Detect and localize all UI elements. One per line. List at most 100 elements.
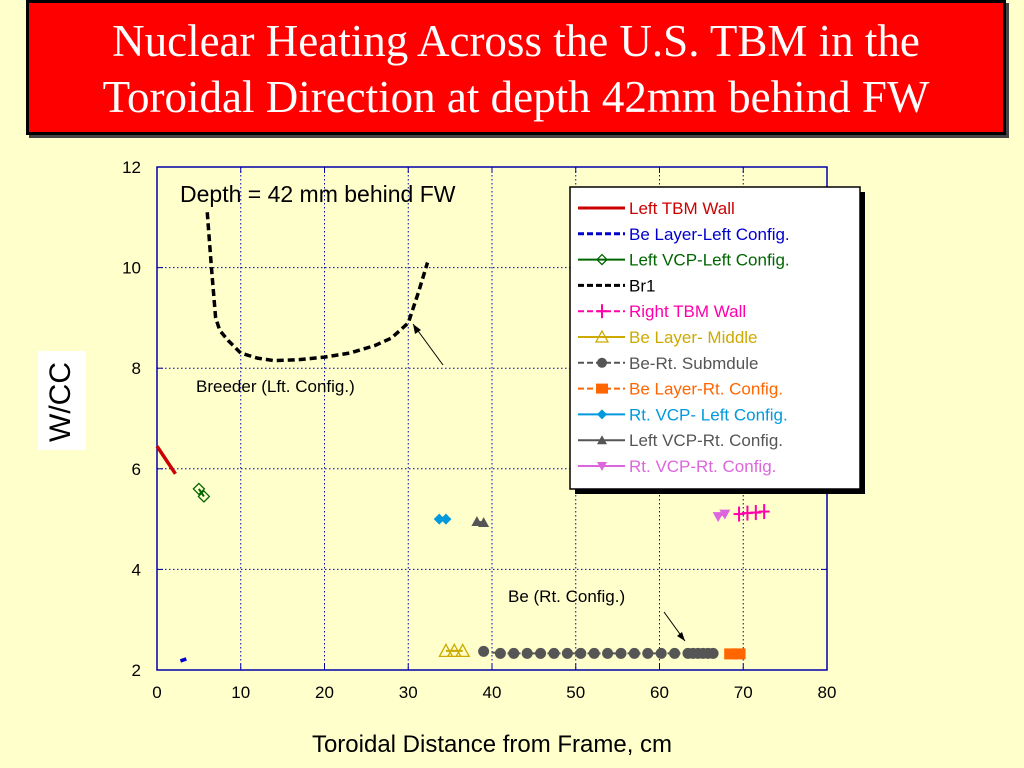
data-point xyxy=(669,647,681,659)
legend-item: Rt. VCP-Rt. Config. xyxy=(578,457,776,476)
series-1 xyxy=(155,445,177,475)
series-6 xyxy=(438,643,471,658)
legend-label: Left TBM Wall xyxy=(629,199,735,218)
y-tick-label: 6 xyxy=(132,460,141,479)
series-3 xyxy=(192,482,211,503)
x-tick-label: 70 xyxy=(734,683,753,702)
y-tick-label: 2 xyxy=(132,661,141,680)
series-layer xyxy=(155,212,770,663)
legend-item: Be Layer-Left Config. xyxy=(578,225,790,244)
x-tick-label: 50 xyxy=(566,683,585,702)
data-point xyxy=(521,647,533,659)
data-point xyxy=(446,643,462,658)
y-tick-label: 4 xyxy=(132,560,141,579)
data-point xyxy=(712,512,724,523)
series-4 xyxy=(205,212,430,363)
series-8 xyxy=(724,648,746,660)
series-9 xyxy=(433,513,452,525)
legend-box xyxy=(569,186,861,490)
x-tick-label: 0 xyxy=(152,683,161,702)
data-point xyxy=(602,647,614,659)
data-point xyxy=(471,516,483,527)
data-point xyxy=(588,647,600,659)
legend: Left TBM Wall Be Layer-Left Config. Left V… xyxy=(578,199,790,476)
data-point xyxy=(750,505,762,521)
legend-item: Be Layer-Rt. Config. xyxy=(578,380,783,399)
legend-label: Rt. VCP-Rt. Config. xyxy=(629,457,776,476)
data-point xyxy=(758,504,770,520)
legend-swatch-marker xyxy=(597,357,607,368)
slide-title-line-2: Toroidal Direction at depth 42mm behind … xyxy=(102,72,930,122)
data-point xyxy=(724,648,738,660)
legend-swatch-marker xyxy=(596,253,608,266)
series-line xyxy=(155,445,177,475)
data-point xyxy=(628,647,640,659)
data-point xyxy=(642,647,654,659)
data-point xyxy=(719,509,731,520)
data-point xyxy=(575,647,587,659)
x-tick-label: 10 xyxy=(231,683,250,702)
y-axis-label: W/CC xyxy=(44,362,77,442)
legend-swatch-marker xyxy=(597,462,607,471)
y-axis-label-box xyxy=(38,351,86,450)
legend-item: Left VCP-Rt. Config. xyxy=(578,431,783,450)
series-11 xyxy=(712,509,731,523)
legend-swatch-marker xyxy=(596,383,608,394)
legend-item: Be-Rt. Submdule xyxy=(578,354,758,373)
series-line xyxy=(205,212,430,363)
legend-swatch-marker xyxy=(597,304,607,319)
data-point xyxy=(655,647,667,659)
be-annotation: Be (Rt. Config.) xyxy=(508,587,625,606)
y-tick-label: 8 xyxy=(132,359,141,378)
data-point xyxy=(197,490,211,503)
data-point xyxy=(433,513,445,525)
breeder-annotation: Breeder (Lft. Config.) xyxy=(196,377,355,396)
legend-swatch-marker xyxy=(597,435,607,445)
legend-label: Be-Rt. Submdule xyxy=(629,354,758,373)
y-tick-label: 12 xyxy=(122,158,141,177)
data-point xyxy=(548,647,560,659)
x-tick-label: 40 xyxy=(483,683,502,702)
legend-label: Be Layer- Middle xyxy=(629,328,758,347)
legend-item: Left VCP-Left Config. xyxy=(578,251,790,270)
axis-ticks: 0 10 20 30 40 50 60 70 80 2 4 6 8 10 12 xyxy=(122,158,836,702)
legend-swatch-marker xyxy=(597,409,607,420)
data-point xyxy=(478,645,490,657)
legend-label: Be Layer-Left Config. xyxy=(629,225,790,244)
legend-item: Right TBM Wall xyxy=(578,302,746,321)
series-line xyxy=(179,657,187,663)
data-point xyxy=(455,643,471,658)
legend-label: Br1 xyxy=(629,276,655,295)
legend-label: Rt. VCP- Left Config. xyxy=(629,405,788,424)
breeder-arrowhead xyxy=(413,324,421,334)
data-point xyxy=(733,506,745,522)
x-tick-label: 30 xyxy=(399,683,418,702)
data-point xyxy=(494,647,506,659)
legend-item: Left TBM Wall xyxy=(578,199,735,218)
data-point xyxy=(438,643,454,658)
legend-label: Right TBM Wall xyxy=(629,302,746,321)
y-tick-label: 10 xyxy=(122,259,141,278)
data-point xyxy=(478,517,490,528)
legend-item: Be Layer- Middle xyxy=(578,328,758,347)
series-2 xyxy=(179,657,187,663)
x-tick-label: 80 xyxy=(818,683,837,702)
data-point xyxy=(192,482,206,496)
legend-label: Left VCP-Left Config. xyxy=(629,251,790,270)
series-10 xyxy=(471,516,490,528)
depth-annotation: Depth = 42 mm behind FW xyxy=(180,181,456,207)
legend-swatch-marker xyxy=(594,329,610,343)
x-axis-label: Toroidal Distance from Frame, cm xyxy=(312,731,672,758)
legend-item: Br1 xyxy=(578,276,655,295)
data-point xyxy=(535,647,547,659)
data-point xyxy=(732,648,746,660)
data-point xyxy=(615,647,627,659)
x-tick-label: 60 xyxy=(650,683,669,702)
legend-label: Be Layer-Rt. Config. xyxy=(629,380,783,399)
series-5 xyxy=(733,504,770,522)
legend-label: Left VCP-Rt. Config. xyxy=(629,431,783,450)
legend-item: Rt. VCP- Left Config. xyxy=(578,405,788,424)
series-7 xyxy=(478,645,719,659)
x-tick-label: 20 xyxy=(315,683,334,702)
